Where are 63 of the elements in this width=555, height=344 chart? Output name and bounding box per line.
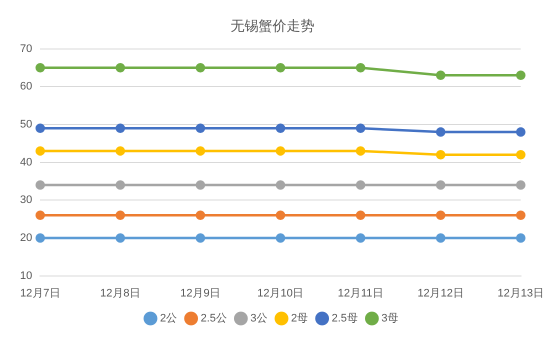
point	[516, 180, 526, 190]
point	[35, 180, 45, 190]
point	[196, 146, 206, 156]
y-tick-label: 50	[20, 118, 32, 130]
x-tick-label: 12月8日	[100, 287, 141, 300]
legend-label: 3母	[381, 312, 399, 325]
point	[276, 124, 286, 133]
point	[276, 210, 286, 220]
point	[196, 210, 206, 220]
point	[436, 210, 446, 220]
legend-label: 2.5母	[332, 312, 358, 325]
point	[196, 180, 206, 190]
point	[356, 210, 366, 220]
x-tick-label: 12月12日	[417, 287, 464, 300]
point	[436, 127, 446, 137]
legend-label: 2公	[160, 312, 178, 325]
y-tick-label: 40	[20, 156, 32, 168]
point	[356, 233, 366, 243]
x-tick-label: 12月10日	[257, 287, 304, 300]
point	[356, 180, 366, 190]
point	[196, 124, 206, 133]
point	[516, 150, 526, 160]
point	[516, 233, 526, 243]
y-tick-label: 10	[20, 270, 32, 282]
point	[196, 62, 206, 72]
point	[276, 146, 286, 156]
legend-label: 2母	[291, 312, 308, 325]
point	[35, 210, 45, 220]
point	[436, 70, 446, 80]
y-tick-label: 60	[20, 80, 32, 93]
point	[436, 150, 446, 160]
point	[436, 233, 446, 243]
legend-label: 2.5公	[200, 312, 227, 325]
x-tick-label: 12月9日	[180, 287, 221, 300]
point	[516, 210, 526, 220]
point	[116, 62, 126, 72]
point	[116, 210, 126, 220]
point	[356, 62, 366, 72]
point	[276, 180, 286, 190]
y-tick-label: 70	[20, 42, 32, 55]
x-tick-label: 12月13日	[498, 287, 544, 300]
point	[35, 124, 45, 133]
point	[196, 233, 206, 243]
point	[436, 180, 446, 190]
point	[116, 124, 126, 133]
point	[116, 146, 126, 156]
chart-title: 无锡蟹价走势	[230, 17, 314, 34]
y-tick-label: 30	[20, 194, 32, 206]
point	[276, 233, 286, 243]
y-tick-label: 20	[20, 232, 32, 244]
point	[35, 233, 45, 243]
x-tick-label: 12月7日	[20, 287, 60, 300]
point	[516, 127, 526, 137]
point	[116, 233, 126, 243]
point	[35, 62, 45, 72]
point	[356, 124, 366, 133]
point	[116, 180, 126, 190]
point	[276, 62, 286, 72]
point	[35, 146, 45, 156]
x-tick-label: 12月11日	[338, 287, 384, 300]
point	[516, 70, 526, 80]
point	[356, 146, 366, 156]
legend-label: 3公	[250, 312, 268, 325]
